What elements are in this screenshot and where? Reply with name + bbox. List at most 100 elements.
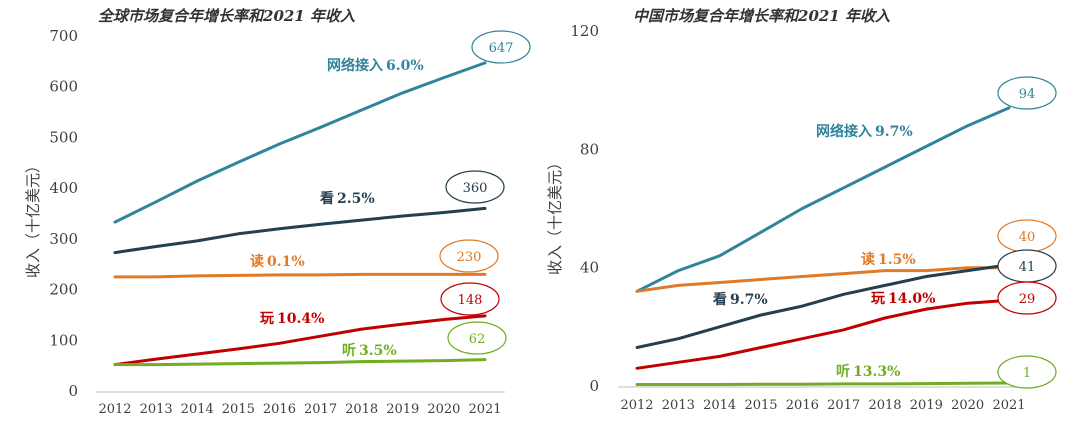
y-tick-label: 600 [49, 78, 78, 96]
end-value-bubble [440, 282, 500, 316]
x-tick-label: 2015 [744, 398, 777, 413]
series-label: 网络接入 6.0% [327, 57, 424, 74]
end-value-label: 148 [458, 293, 483, 308]
end-value-bubble [471, 30, 531, 64]
x-tick-label: 2014 [181, 402, 214, 417]
series-cagr: 0.1% [267, 254, 305, 270]
series-label: 看 2.5% [319, 190, 375, 207]
series-line [113, 61, 487, 224]
series-name: 看 [319, 190, 334, 207]
series-name: 玩 [260, 311, 274, 327]
x-tick-label: 2013 [140, 402, 173, 417]
end-value-bubble [997, 355, 1057, 389]
y-tick-label: 40 [580, 259, 599, 277]
series-cagr: 13.3% [853, 364, 900, 380]
series-cagr: 9.7% [730, 292, 768, 308]
y-tick-label: 100 [49, 331, 78, 349]
series-name: 网络接入 [327, 57, 383, 74]
end-value-label: 360 [463, 181, 488, 196]
series-label: 网络接入 9.7% [816, 123, 913, 140]
series-lines [113, 61, 487, 367]
end-value-bubble [445, 170, 505, 204]
y-tick-label: 200 [49, 281, 78, 299]
end-value-bubble [997, 76, 1057, 110]
y-tick-label: 400 [49, 179, 78, 197]
end-value-bubble [447, 321, 507, 355]
series-line [113, 314, 487, 367]
series-name: 网络接入 [816, 123, 872, 140]
x-tick-label: 2016 [263, 402, 296, 417]
x-tick-label: 2020 [951, 398, 984, 413]
end-value-label: 230 [457, 250, 482, 265]
x-tick-label: 2020 [427, 402, 460, 417]
series-cagr: 6.0% [386, 58, 424, 74]
end-value-labels: 94 40 41 29 1 [997, 76, 1057, 389]
series-labels: 网络接入 6.0% 看 2.5% 读 0.1% 玩 10.4% 听 3.5% [250, 57, 424, 359]
series-cagr: 14.0% [888, 291, 935, 307]
series-cagr: 3.5% [359, 343, 397, 359]
series-cagr: 9.7% [875, 124, 913, 140]
series-lines [635, 106, 1011, 386]
series-cagr: 1.5% [878, 252, 916, 268]
series-label: 玩 10.4% [260, 311, 324, 327]
end-value-label: 94 [1019, 87, 1036, 102]
end-value-label: 29 [1019, 292, 1036, 307]
series-line [113, 206, 487, 255]
y-tick-label: 80 [580, 140, 599, 158]
series-line [113, 272, 487, 279]
series-cagr: 2.5% [337, 191, 375, 207]
x-tick-label: 2019 [910, 398, 943, 413]
y-tick-label: 300 [49, 230, 78, 248]
series-line [635, 266, 1011, 293]
x-tick-label: 2012 [620, 398, 653, 413]
end-value-bubble [439, 239, 499, 273]
series-name: 读 [861, 251, 875, 268]
series-name: 读 [250, 253, 264, 270]
x-axis-ticks: 2012 2013 2014 2015 2016 2017 2018 2019 2020 2021 [98, 402, 501, 417]
x-tick-label: 2016 [786, 398, 819, 413]
y-tick-label: 0 [589, 377, 599, 395]
global-market-chart: 全球市场复合年增长率和2021 年收入 收入（十亿美元） 0 100 200 300 4… [24, 7, 531, 417]
end-value-labels: 647 360 230 148 62 [439, 30, 531, 355]
x-tick-label: 2019 [386, 402, 419, 417]
x-tick-label: 2017 [304, 402, 337, 417]
series-name: 看 [712, 291, 727, 308]
x-tick-label: 2013 [662, 398, 695, 413]
y-axis-label: 收入（十亿美元） [546, 155, 564, 275]
x-tick-label: 2015 [222, 402, 255, 417]
x-tick-label: 2017 [827, 398, 860, 413]
y-axis-ticks: 0 40 80 120 [570, 22, 599, 395]
series-label: 读 0.1% [250, 253, 305, 270]
china-market-chart: 中国市场复合年增长率和2021 年收入 收入（十亿美元） 0 40 80 120 20… [546, 7, 1057, 413]
x-tick-label: 2012 [98, 402, 131, 417]
chart-title: 全球市场复合年增长率和2021 年收入 [98, 7, 355, 25]
x-tick-label: 2021 [992, 398, 1025, 413]
end-value-label: 1 [1023, 366, 1031, 381]
series-label: 听 13.3% [836, 363, 900, 380]
series-label: 看 9.7% [712, 291, 768, 308]
end-value-label: 62 [469, 332, 486, 347]
y-tick-label: 0 [68, 382, 78, 400]
x-tick-label: 2018 [345, 402, 378, 417]
end-value-label: 647 [489, 41, 514, 56]
y-tick-label: 700 [49, 27, 78, 45]
chart-title: 中国市场复合年增长率和2021 年收入 [633, 7, 890, 25]
y-tick-label: 120 [570, 22, 599, 40]
series-line [635, 106, 1011, 293]
x-tick-label: 2018 [868, 398, 901, 413]
end-value-label: 40 [1019, 230, 1036, 245]
x-tick-label: 2021 [468, 402, 501, 417]
series-name: 听 [836, 363, 850, 380]
series-label: 玩 14.0% [871, 291, 935, 307]
series-line [635, 381, 1011, 386]
series-line [635, 263, 1011, 349]
series-name: 玩 [871, 291, 885, 307]
series-cagr: 10.4% [277, 311, 324, 327]
series-line [635, 298, 1011, 370]
end-value-bubble [997, 281, 1057, 315]
series-label: 读 1.5% [861, 251, 916, 268]
series-name: 听 [342, 342, 356, 359]
series-label: 听 3.5% [342, 342, 397, 359]
